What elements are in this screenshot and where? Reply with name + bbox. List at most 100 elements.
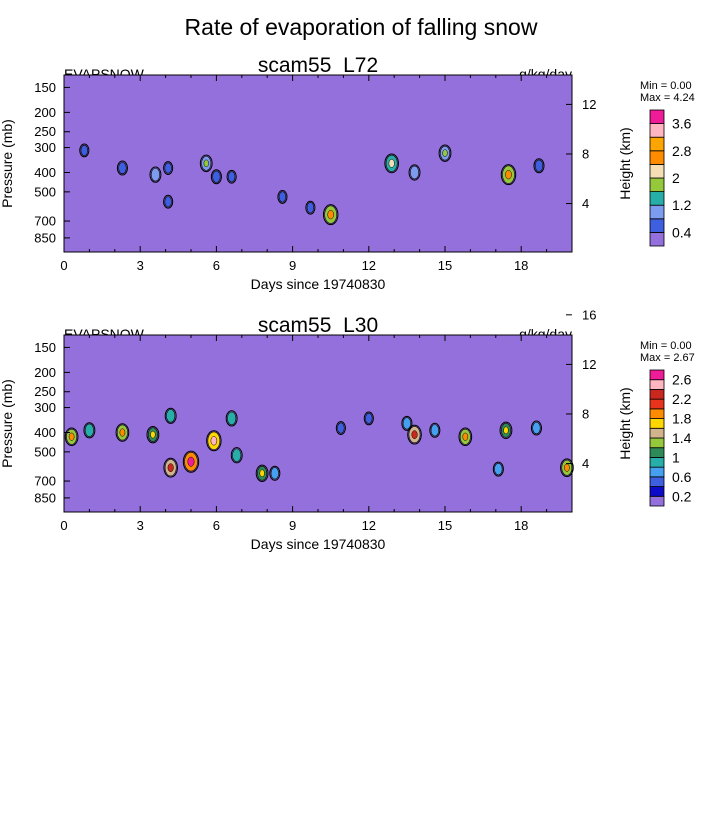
y-tick-label: 300 xyxy=(34,140,56,155)
contour-outline xyxy=(322,204,339,226)
contour-core xyxy=(150,430,156,439)
contour-core xyxy=(442,149,448,157)
contour-outline xyxy=(438,144,452,162)
y-tick-label: 250 xyxy=(34,384,56,399)
x-tick-label: 15 xyxy=(438,518,452,533)
y2-tick-label: 4 xyxy=(582,456,589,471)
colorbar-swatch xyxy=(649,486,665,497)
contour-core xyxy=(259,469,265,478)
y-tick-label: 700 xyxy=(34,214,56,229)
x-axis-label: Days since 19740830 xyxy=(251,276,386,292)
panel-title: scam55_L30 xyxy=(257,314,379,337)
y2-axis-label: Height (km) xyxy=(617,127,633,199)
contour-outline xyxy=(305,200,316,215)
contour-outline xyxy=(230,447,243,464)
main-title: Rate of evaporation of falling snow xyxy=(184,14,538,40)
y-axis-label: Pressure (mb) xyxy=(0,379,15,468)
max-label: Max = 2.67 xyxy=(640,352,695,364)
colorbar-label: 2.2 xyxy=(672,391,692,407)
contour-outline xyxy=(164,407,177,424)
contour-core xyxy=(503,426,509,435)
contour-feature xyxy=(270,467,279,480)
contour-outline xyxy=(560,458,574,477)
contour-feature xyxy=(306,202,315,214)
contour-core xyxy=(462,432,469,441)
plot-background xyxy=(64,75,572,252)
contour-core xyxy=(564,463,570,472)
contour-core xyxy=(411,430,418,439)
contour-feature xyxy=(227,171,236,183)
chart-panel-l30: EVAPSNOW scam55_L30 g/kg/day 0 3 6 9 12 15 18 D… xyxy=(0,307,722,580)
colorbar-swatch xyxy=(649,218,665,233)
y-tick-label: 250 xyxy=(34,124,56,139)
colorbar-swatch xyxy=(649,457,665,468)
contour-feature xyxy=(494,463,503,476)
contour-outline xyxy=(499,421,513,440)
y-axis-label: Pressure (mb) xyxy=(0,119,15,208)
contour-outline xyxy=(363,411,374,426)
contour-outline xyxy=(277,190,288,204)
colorbar-label: 1.4 xyxy=(672,430,692,446)
contour-core xyxy=(68,432,75,441)
colorbar-label: 2.6 xyxy=(672,372,692,388)
contour-outline xyxy=(116,160,128,176)
y2-tick-label: 8 xyxy=(582,146,589,161)
y2-tick-label: 16 xyxy=(582,307,596,322)
y-tick-label: 300 xyxy=(34,400,56,415)
y2-tick-label: 12 xyxy=(582,97,596,112)
contour-feature xyxy=(409,165,420,180)
x-tick-label: 12 xyxy=(362,518,376,533)
colorbar-label: 0.4 xyxy=(672,224,692,240)
x-tick-label: 6 xyxy=(213,258,220,273)
min-label: Min = 0.00 xyxy=(640,80,692,92)
colorbar-swatch xyxy=(649,427,665,439)
contour-feature xyxy=(164,196,172,208)
contour-feature xyxy=(166,409,176,423)
contour-outline xyxy=(115,423,130,442)
contour-outline xyxy=(64,427,79,447)
y-tick-label: 200 xyxy=(34,365,56,380)
contour-feature xyxy=(80,144,89,156)
contour-outline xyxy=(533,158,545,174)
contour-core xyxy=(210,436,218,446)
colorbar-swatch xyxy=(649,437,665,449)
colorbar-swatch xyxy=(649,389,665,400)
colorbar-swatch xyxy=(649,150,665,165)
chart-panel-l72: EVAPSNOW scam55_L72 g/kg/day 0 3 6 9 12 15 18 D… xyxy=(0,54,722,320)
contour-core xyxy=(119,428,126,437)
contour-outline xyxy=(492,461,504,477)
contour-outline xyxy=(83,422,96,439)
x-tick-label: 18 xyxy=(514,258,528,273)
x-tick-label: 0 xyxy=(60,258,67,273)
contour-plot-l72: 0 3 6 9 12 15 18 Days since 19740830 150 200 25030… xyxy=(0,74,695,292)
y-tick-label: 150 xyxy=(34,80,56,95)
contour-outline xyxy=(182,450,200,473)
contour-feature xyxy=(164,162,172,174)
x-tick-label: 12 xyxy=(362,258,376,273)
contour-feature xyxy=(118,161,127,175)
contour-outline xyxy=(407,424,422,445)
colorbar-swatch xyxy=(649,164,665,179)
colorbar-swatch xyxy=(649,447,665,458)
contour-outline xyxy=(79,143,90,158)
colorbar-label: 1.2 xyxy=(672,197,692,213)
colorbar-swatch xyxy=(649,109,665,125)
contour-outline xyxy=(210,169,222,185)
contour-core xyxy=(167,463,174,473)
y2-axis-label: Height (km) xyxy=(617,387,633,459)
y2-tick-label: 4 xyxy=(582,196,589,211)
contour-feature xyxy=(402,417,412,430)
contour-outline xyxy=(384,153,399,174)
contour-feature xyxy=(534,159,544,172)
contour-outline xyxy=(146,425,160,444)
contour-outline xyxy=(199,154,213,173)
contour-feature xyxy=(365,412,373,424)
colorbar-swatch xyxy=(649,398,665,410)
colorbar-label: 2.8 xyxy=(672,143,692,159)
x-axis-label: Days since 19740830 xyxy=(251,536,386,552)
colorbar-label: 0.6 xyxy=(672,469,692,485)
contour-outline xyxy=(408,164,421,181)
colorbar-swatch xyxy=(649,204,665,220)
contour-feature xyxy=(84,423,94,438)
